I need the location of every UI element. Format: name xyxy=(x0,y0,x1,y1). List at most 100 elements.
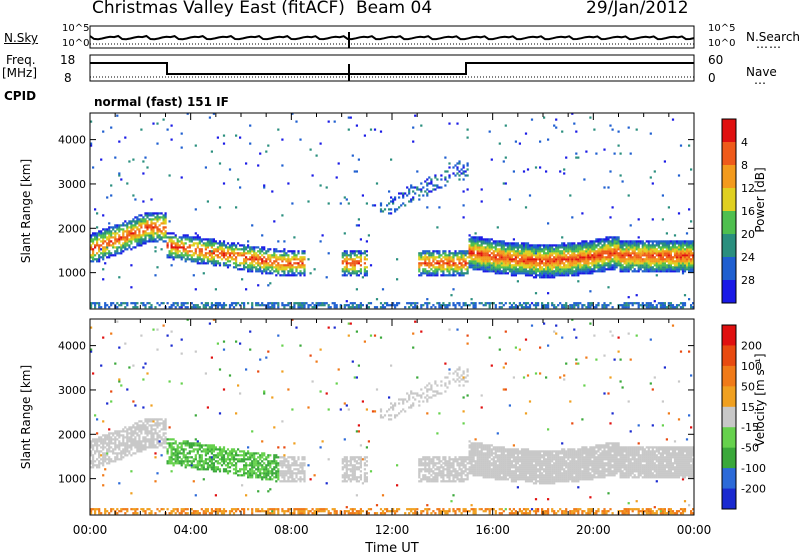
velocity-cell xyxy=(176,448,179,451)
power-cell xyxy=(681,240,685,243)
power-cell xyxy=(152,122,155,125)
power-cell xyxy=(557,244,560,247)
power-cell xyxy=(603,244,606,247)
velocity-cell xyxy=(142,508,145,511)
velocity-cell xyxy=(220,448,224,451)
power-cell xyxy=(623,260,626,263)
power-cell xyxy=(679,258,683,261)
power-cell xyxy=(492,268,495,271)
power-cell xyxy=(673,270,677,273)
power-cell xyxy=(677,260,681,263)
power-cell xyxy=(442,256,445,259)
power-cell xyxy=(138,238,141,241)
power-cell xyxy=(601,262,604,265)
power-cell xyxy=(690,258,693,261)
power-cell xyxy=(214,260,217,263)
power-cell xyxy=(500,244,503,247)
power-cell xyxy=(649,248,652,251)
velocity-cell xyxy=(154,424,157,427)
velocity-cell xyxy=(160,508,163,511)
power-cell xyxy=(599,246,602,249)
velocity-cell xyxy=(214,446,217,449)
power-cell xyxy=(265,260,268,263)
power-cell xyxy=(327,252,330,255)
power-cell xyxy=(383,302,387,305)
power-cell xyxy=(522,248,526,251)
power-cell xyxy=(561,262,564,265)
power-cell xyxy=(297,304,300,307)
velocity-cell xyxy=(106,436,109,439)
power-cell xyxy=(607,236,610,239)
velocity-cell xyxy=(204,450,207,453)
power-cell xyxy=(166,128,169,131)
power-cell xyxy=(498,250,501,253)
power-cell xyxy=(609,262,612,265)
power-cell xyxy=(623,258,626,261)
power-cell xyxy=(627,194,630,197)
power-cell xyxy=(106,248,109,251)
power-cell xyxy=(357,158,360,161)
velocity-cell xyxy=(176,458,179,461)
power-cell xyxy=(637,260,640,263)
power-cell xyxy=(273,250,276,253)
power-cell xyxy=(685,244,689,247)
power-cell xyxy=(631,242,634,245)
velocity-cell xyxy=(110,432,113,435)
power-cell xyxy=(247,258,250,261)
power-cell xyxy=(597,250,600,253)
power-cell xyxy=(216,262,219,265)
velocity-cell xyxy=(162,508,165,511)
power-cell xyxy=(224,244,228,247)
power-cell xyxy=(196,262,199,265)
power-cell xyxy=(434,188,437,191)
velocity-cell xyxy=(128,452,131,455)
power-cell xyxy=(361,276,364,279)
power-cell xyxy=(673,260,677,263)
power-cell xyxy=(543,306,546,309)
power-cell xyxy=(170,138,173,141)
power-cell xyxy=(675,266,679,269)
power-cell xyxy=(291,252,294,255)
power-cell xyxy=(202,262,205,265)
power-cell xyxy=(595,152,598,155)
velocity-cell xyxy=(106,510,109,513)
velocity-cell xyxy=(200,456,203,459)
velocity-cell xyxy=(120,510,123,513)
power-cell xyxy=(247,302,250,305)
power-cell xyxy=(136,226,139,229)
velocity-cell xyxy=(186,464,189,467)
power-cell xyxy=(337,162,340,165)
power-cell xyxy=(440,266,443,269)
power-cell xyxy=(508,258,511,261)
power-cell xyxy=(613,246,616,249)
velocity-cell xyxy=(220,512,224,515)
velocity-cell xyxy=(108,456,111,459)
power-cell xyxy=(621,260,624,263)
power-cell xyxy=(456,162,459,165)
power-cell xyxy=(482,254,485,257)
velocity-cell xyxy=(92,462,95,465)
power-cell xyxy=(655,254,658,257)
power-cell xyxy=(267,254,270,257)
power-cell xyxy=(94,304,97,307)
velocity-cell xyxy=(142,444,145,447)
power-cell xyxy=(134,304,137,307)
power-cell xyxy=(649,266,652,269)
power-cell xyxy=(613,152,616,155)
power-cell xyxy=(180,302,183,305)
power-cell xyxy=(164,226,167,229)
power-cell xyxy=(659,270,662,273)
power-cell xyxy=(629,224,632,227)
power-cell xyxy=(603,248,606,251)
power-cell xyxy=(480,250,483,253)
velocity-cell xyxy=(100,438,103,441)
power-cell xyxy=(122,250,125,253)
velocity-cell xyxy=(150,418,153,421)
power-cell xyxy=(591,262,594,265)
power-cell xyxy=(657,258,660,261)
power-cell xyxy=(508,256,511,259)
velocity-cell xyxy=(120,454,123,457)
velocity-cell xyxy=(96,432,99,435)
power-cell xyxy=(90,244,93,247)
power-cell xyxy=(164,220,167,223)
